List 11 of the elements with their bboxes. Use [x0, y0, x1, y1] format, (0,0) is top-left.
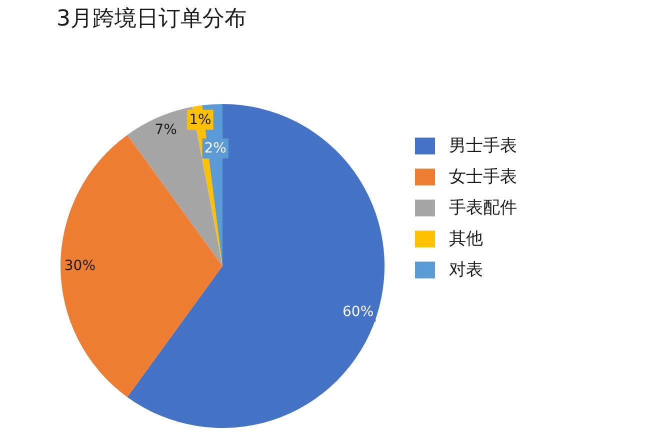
data-label: 60% — [342, 304, 374, 320]
legend-label: 对表 — [449, 259, 483, 281]
legend-label: 其他 — [449, 228, 483, 250]
data-label: 30% — [64, 258, 96, 274]
legend-label: 女士手表 — [449, 166, 517, 188]
data-label: 7% — [154, 122, 177, 138]
chart-title: 3月跨境日订单分布 — [56, 6, 246, 32]
data-label: 2% — [204, 140, 226, 156]
data-label: 1% — [189, 112, 212, 128]
legend-label: 男士手表 — [449, 135, 517, 157]
legend-label: 手表配件 — [449, 197, 517, 219]
